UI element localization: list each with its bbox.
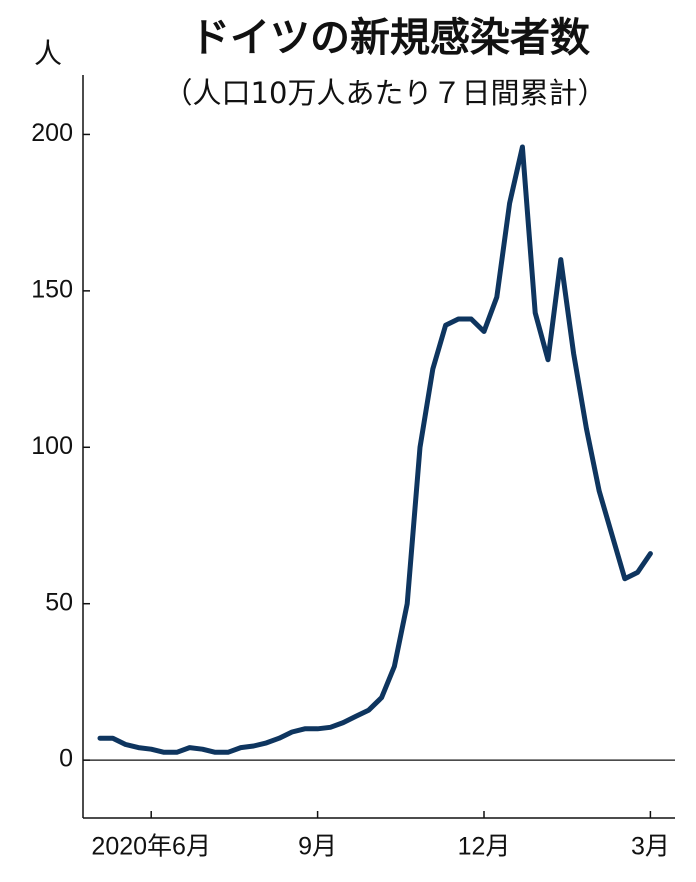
- x-tick-label: 12月: [458, 833, 511, 861]
- y-tick-label: 100: [31, 432, 73, 460]
- y-tick-label: 200: [31, 119, 73, 147]
- chart-subtitle: （人口10万人あたり７日間累計）: [164, 76, 607, 110]
- chart-title: ドイツの新規感染者数: [190, 15, 590, 61]
- x-tick-label: 3月: [631, 833, 670, 861]
- x-tick-label: 9月: [298, 833, 337, 861]
- y-axis-label: 人: [34, 37, 62, 70]
- x-tick-label: 2020年6月: [91, 833, 211, 861]
- y-tick-label: 50: [45, 588, 73, 616]
- y-tick-label: 0: [59, 745, 73, 773]
- data-line: [97, 144, 653, 755]
- y-tick-label: 150: [31, 275, 73, 303]
